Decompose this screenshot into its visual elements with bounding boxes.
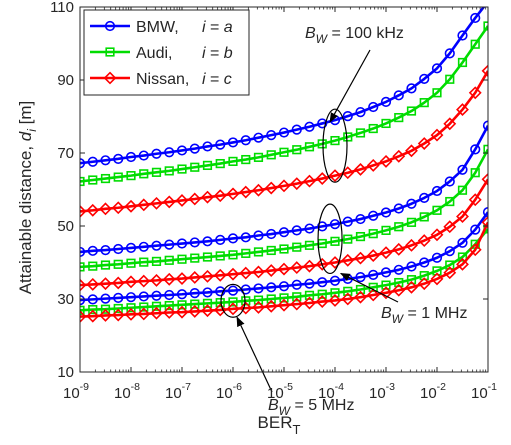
legend-label: BMW, [136,19,179,36]
y-tick-label: 90 [57,72,74,89]
legend-label: Nissan, [136,71,189,88]
legend: BMW, i = a Audi, i = b Nissan, i = c [84,10,249,95]
legend-tag: i = a [202,19,233,36]
y-tick-label: 50 [57,218,74,235]
y-tick-label: 30 [57,291,74,308]
y-tick-label: 70 [57,145,74,162]
legend-tag: i = c [202,71,232,88]
y-tick-label: 110 [50,0,74,16]
legend-tag: i = b [202,45,233,62]
y-tick-label: 10 [57,364,74,381]
legend-label: Audi, [136,45,172,62]
